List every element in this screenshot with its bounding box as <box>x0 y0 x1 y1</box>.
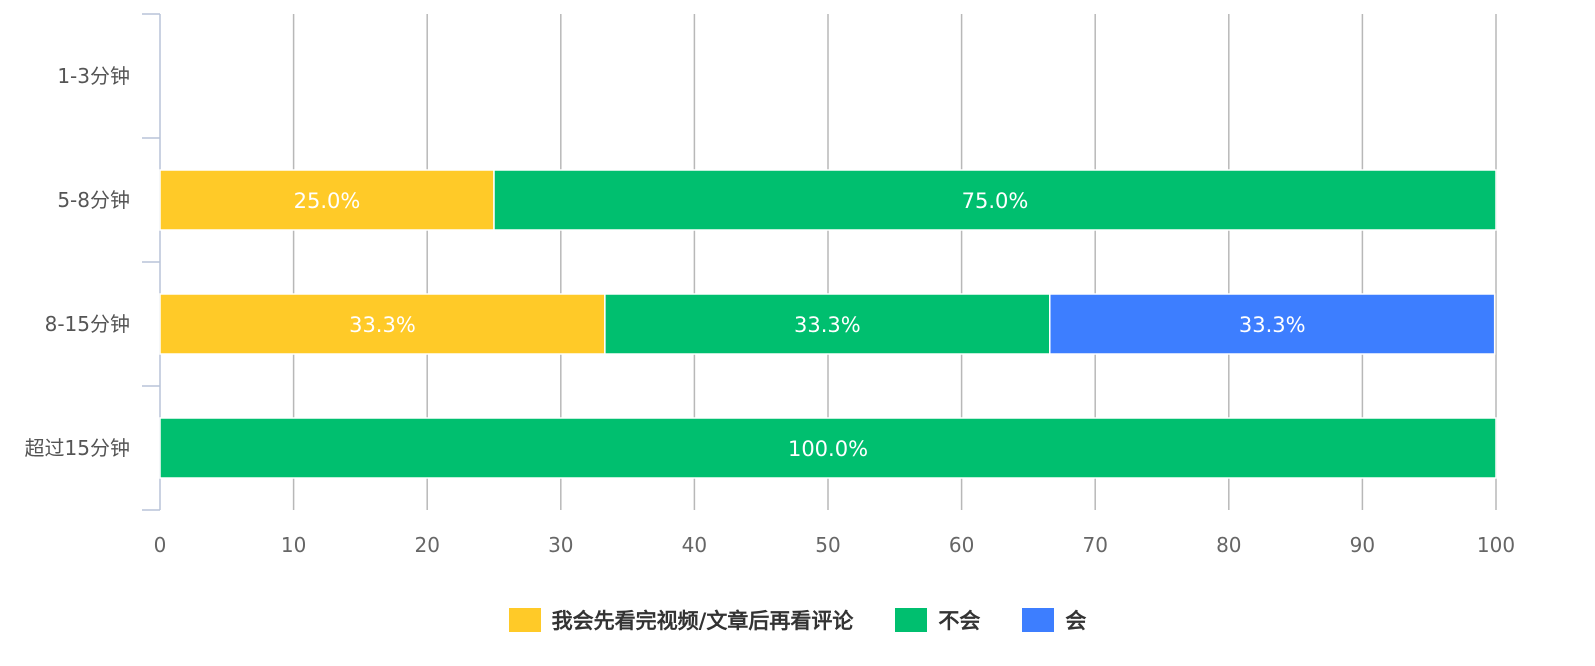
legend-label: 不会 <box>938 609 981 633</box>
data-label: 33.3% <box>349 313 416 337</box>
x-tick-label: 10 <box>281 533 306 557</box>
data-label: 100.0% <box>788 437 868 461</box>
category-label: 1-3分钟 <box>57 64 130 88</box>
x-tick-label: 70 <box>1082 533 1107 557</box>
x-tick-label: 30 <box>548 533 573 557</box>
bar-segment[interactable] <box>1049 293 1496 355</box>
data-labels: 25.0% 75.0% 33.3% 33.3% 33.3% 100.0% <box>294 189 1306 461</box>
legend-item-series-0[interactable]: 我会先看完视频/文章后再看评论 <box>508 605 854 635</box>
legend-swatch <box>508 608 541 632</box>
x-tick-label: 90 <box>1350 533 1375 557</box>
legend-label: 我会先看完视频/文章后再看评论 <box>551 609 854 633</box>
x-tick-label: 100 <box>1477 533 1515 557</box>
x-tick-label: 20 <box>414 533 439 557</box>
x-tick-label: 0 <box>154 533 167 557</box>
data-label: 33.3% <box>794 313 861 337</box>
bar-segment[interactable] <box>159 293 606 355</box>
legend-item-series-2[interactable]: 会 <box>1022 605 1086 635</box>
x-tick-label: 40 <box>682 533 707 557</box>
y-axis <box>142 13 161 511</box>
bar-segment[interactable] <box>493 169 1497 231</box>
legend-swatch <box>895 608 928 632</box>
x-tick-label: 80 <box>1216 533 1241 557</box>
legend-item-series-1[interactable]: 不会 <box>895 605 980 635</box>
x-axis-ticks: 0 10 20 30 40 50 60 70 80 90 100 <box>154 533 1515 557</box>
legend: 我会先看完视频/文章后再看评论 不会 会 <box>0 600 1595 640</box>
data-label: 33.3% <box>1239 313 1306 337</box>
bars <box>159 169 1497 479</box>
category-label: 超过15分钟 <box>25 436 130 460</box>
category-label: 8-15分钟 <box>45 312 130 336</box>
stacked-bar-chart: 25.0% 75.0% 33.3% 33.3% 33.3% 100.0% 0 10 20 30 4… <box>25 13 1515 557</box>
data-label: 75.0% <box>962 189 1029 213</box>
bar-segment[interactable] <box>159 417 1497 479</box>
data-label: 25.0% <box>294 189 361 213</box>
bar-segment[interactable] <box>159 169 495 231</box>
bar-segment[interactable] <box>604 293 1051 355</box>
legend-label: 会 <box>1065 609 1087 633</box>
legend-swatch <box>1022 608 1055 632</box>
x-tick-label: 60 <box>949 533 974 557</box>
category-label: 5-8分钟 <box>57 188 130 212</box>
x-tick-label: 50 <box>815 533 840 557</box>
